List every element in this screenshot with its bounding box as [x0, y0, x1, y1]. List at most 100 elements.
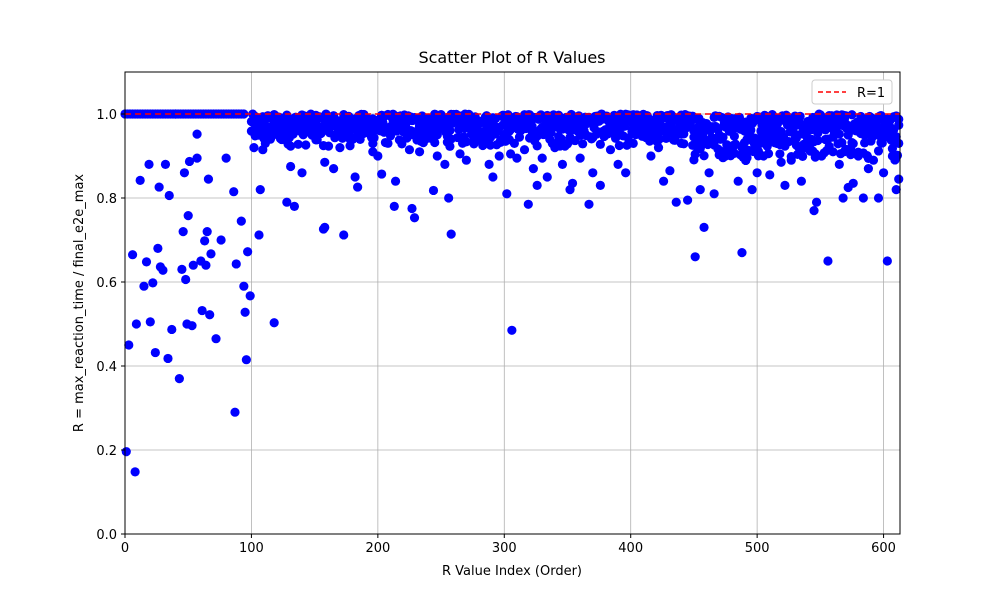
- data-point: [584, 199, 594, 209]
- data-point: [440, 159, 450, 169]
- data-point: [873, 193, 884, 203]
- data-point: [837, 138, 847, 148]
- data-point: [709, 189, 719, 199]
- data-point: [863, 164, 873, 174]
- data-point: [211, 334, 221, 344]
- data-point: [528, 164, 538, 174]
- data-point: [780, 180, 790, 190]
- data-point: [892, 150, 903, 160]
- data-point: [614, 140, 624, 151]
- data-point: [557, 159, 568, 169]
- data-point: [658, 176, 669, 186]
- data-point: [445, 141, 455, 151]
- data-point: [848, 139, 858, 149]
- data-point: [154, 182, 164, 192]
- data-point: [679, 139, 689, 149]
- data-point: [131, 319, 141, 329]
- data-point: [202, 227, 212, 237]
- data-point: [339, 230, 349, 240]
- data-point: [301, 140, 311, 150]
- data-point: [763, 148, 774, 159]
- data-point: [245, 291, 255, 301]
- data-point: [184, 156, 195, 167]
- data-point: [484, 159, 494, 169]
- data-point: [621, 168, 631, 178]
- data-point: [795, 111, 805, 121]
- data-point: [241, 355, 251, 365]
- data-point: [671, 197, 681, 207]
- data-point: [236, 216, 246, 226]
- data-point: [130, 467, 140, 477]
- legend-box: [811, 79, 893, 105]
- data-point: [201, 260, 211, 270]
- data-point: [848, 178, 858, 188]
- data-point: [144, 159, 154, 169]
- data-point: [353, 182, 363, 192]
- data-point: [158, 265, 168, 275]
- data-point: [160, 159, 171, 169]
- axis-ticks: 0 100 200 300 400 500 600 0.0 0.2 0.4 0.6 0.8 1.0: [96, 108, 896, 556]
- data-point: [891, 185, 901, 195]
- data-point: [739, 137, 750, 148]
- data-point: [575, 153, 585, 163]
- data-point: [181, 274, 191, 285]
- data-point: [187, 321, 197, 331]
- data-point: [183, 211, 193, 221]
- data-point: [765, 170, 775, 180]
- data-point: [444, 193, 454, 203]
- data-point: [432, 130, 442, 140]
- data-point: [174, 374, 184, 384]
- data-point: [811, 197, 822, 207]
- data-point: [390, 176, 401, 186]
- data-point: [229, 187, 239, 197]
- data-point: [776, 157, 786, 167]
- data-point: [249, 143, 259, 153]
- data-point: [461, 155, 471, 165]
- plot-frame: [124, 71, 901, 535]
- data-point: [488, 172, 498, 182]
- data-point: [203, 174, 214, 184]
- data-point: [578, 139, 588, 149]
- data-point: [753, 151, 764, 161]
- data-point: [713, 124, 723, 134]
- data-point: [798, 151, 808, 161]
- data-point: [269, 318, 279, 328]
- data-point: [537, 153, 547, 163]
- x-tick-label: 500: [745, 541, 770, 556]
- data-point: [139, 281, 149, 291]
- data-point: [613, 159, 623, 169]
- data-point: [192, 153, 202, 163]
- data-point: [834, 129, 844, 139]
- data-point: [512, 153, 522, 163]
- data-point: [891, 132, 901, 142]
- data-point: [588, 168, 598, 178]
- data-point: [646, 151, 656, 161]
- data-point: [605, 145, 616, 155]
- data-point: [699, 151, 709, 161]
- data-point: [882, 256, 892, 266]
- data-point: [377, 169, 387, 179]
- data-point: [846, 150, 856, 160]
- data-point: [145, 317, 155, 327]
- x-tick-label: 0: [121, 541, 129, 556]
- data-point: [699, 222, 709, 232]
- data-point: [221, 153, 231, 163]
- data-point: [243, 247, 253, 257]
- data-point: [445, 125, 455, 136]
- data-point: [858, 193, 868, 203]
- data-point: [297, 168, 307, 178]
- x-tick-label: 200: [365, 541, 390, 556]
- data-point: [383, 138, 393, 148]
- data-point: [373, 151, 383, 161]
- x-tick-label: 600: [871, 541, 896, 556]
- data-point: [320, 157, 330, 167]
- data-point: [179, 168, 190, 178]
- data-point: [446, 229, 456, 239]
- data-point: [809, 206, 819, 216]
- data-point: [323, 141, 334, 151]
- data-point: [254, 230, 264, 240]
- data-point: [282, 197, 292, 207]
- data-point: [595, 180, 605, 190]
- x-tick-label: 400: [618, 541, 643, 556]
